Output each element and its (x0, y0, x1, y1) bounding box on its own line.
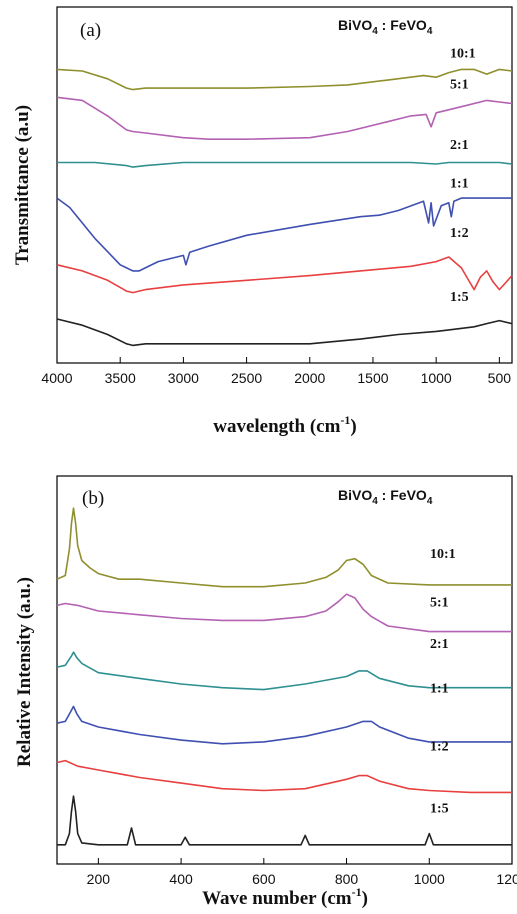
panel-a-series-1-2 (56, 256, 513, 294)
panel-b-label-5-1: 5:1 (430, 596, 449, 611)
panel-b-tag: (b) (82, 488, 104, 509)
panel-a-x-axis-title: wavelength (cm-1) (213, 413, 357, 437)
panel-a-y-axis-title: Transmittance (a.u) (12, 105, 33, 265)
panel-b-series-group (56, 507, 512, 846)
panel-a-label-5-1: 5:1 (450, 77, 469, 92)
panel-b-label-1-2: 1:2 (430, 740, 449, 755)
panel-a-series-2-1 (57, 161, 513, 168)
panel-b-x-tick-label: 600 (252, 871, 276, 887)
panel-b-x-ticks: 200 400 600 800 1000 1200 (87, 858, 517, 887)
panel-b-legend-title: BiVO4 : FeVO4 (338, 487, 433, 507)
panel-b-series-5-1 (56, 593, 512, 633)
panel-a-x-ticks: 4000 3500 3000 2500 2000 1500 1000 500 (41, 357, 511, 386)
panel-a-label-10-1: 10:1 (450, 46, 476, 61)
panel-b-label-2-1: 2:1 (430, 637, 449, 652)
panel-a-ratio-labels: 10:1 5:1 2:1 1:1 1:2 1:5 (450, 46, 476, 304)
panel-b-x-axis-title: Wave number (cm-1) (202, 885, 368, 909)
panel-b-y-axis-title: Relative Intensity (a.u.) (14, 577, 35, 767)
panel-a-x-tick-label: 3000 (168, 370, 199, 386)
panel-a-x-tick-label: 2000 (294, 370, 325, 386)
panel-b-x-tick-label: 1000 (414, 871, 445, 887)
panel-b-plot-frame (56, 475, 513, 865)
panel-b-ratio-labels: 10:1 5:1 2:1 1:1 1:2 1:5 (430, 547, 456, 816)
panel-b-label-1-5: 1:5 (430, 801, 449, 816)
panel-b-x-tick-label: 800 (335, 871, 359, 887)
panel-b-series-1-5 (57, 795, 512, 846)
panel-b-series-1-1 (56, 705, 512, 745)
panel-a-series-10-1 (56, 68, 513, 91)
panel-a-plot-frame (56, 6, 513, 364)
panel-a-x-tick-label: 500 (488, 370, 512, 386)
panel-a-series-group (56, 68, 513, 347)
panel-b-series-10-1 (56, 507, 512, 588)
panel-a-x-tick-label: 4000 (41, 370, 72, 386)
panel-a-series-1-5 (56, 318, 513, 347)
panel-a-label-1-2: 1:2 (450, 226, 469, 241)
panel-a-label-1-5: 1:5 (450, 290, 469, 305)
panel-a-series-5-1 (56, 96, 513, 140)
panel-b-x-tick-label: 400 (169, 871, 193, 887)
panel-a-ir-spectra: 4000 3500 3000 2500 2000 1500 1000 500 10:1 5:1 2… (12, 6, 513, 437)
panel-a-x-tick-label: 1500 (357, 370, 388, 386)
panel-b-series-1-2 (56, 759, 512, 794)
panel-a-x-tick-label: 3500 (105, 370, 136, 386)
panel-a-x-tick-label: 2500 (231, 370, 262, 386)
panel-b-raman-spectra: 200 400 600 800 1000 1200 10:1 5:1 2:1 1:1 1:2 1:5… (14, 475, 517, 909)
panel-b-label-10-1: 10:1 (430, 547, 456, 562)
panel-b-x-tick-label: 200 (87, 871, 111, 887)
panel-a-legend-title: BiVO4 : FeVO4 (338, 17, 433, 37)
panel-b-x-tick-label: 1200 (496, 871, 517, 887)
panel-a-tag: (a) (80, 20, 101, 41)
panel-a-label-2-1: 2:1 (450, 138, 469, 153)
panel-a-label-1-1: 1:1 (450, 177, 469, 192)
panel-b-series-2-1 (56, 651, 512, 691)
panel-b-label-1-1: 1:1 (430, 682, 449, 697)
panel-a-series-1-1 (56, 197, 512, 272)
panel-a-x-tick-label: 1000 (421, 370, 452, 386)
